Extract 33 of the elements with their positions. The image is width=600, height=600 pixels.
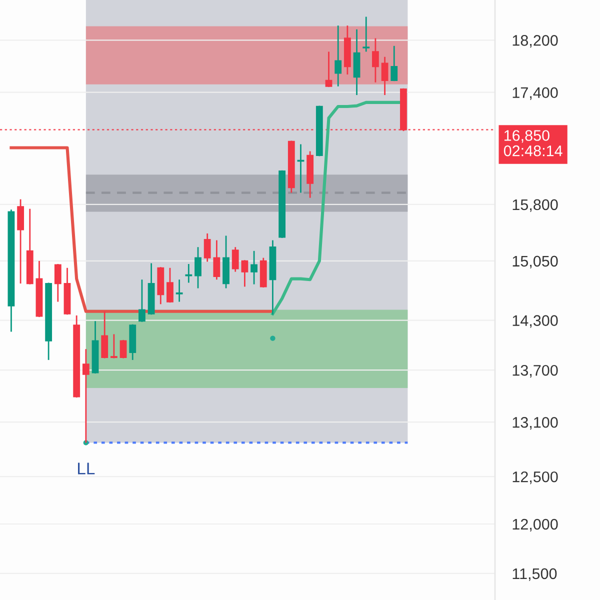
y-tick-label: 15,800	[512, 199, 558, 212]
y-tick-label: 17,400	[512, 87, 558, 100]
candlestick	[204, 232, 211, 262]
candlestick	[362, 16, 370, 52]
candlestick	[54, 263, 62, 302]
candlestick	[232, 246, 239, 272]
candlestick	[325, 51, 332, 88]
y-tick-label: 14,300	[512, 315, 558, 328]
candlestick	[120, 339, 127, 359]
y-tick-label: 15,050	[512, 256, 558, 268]
candlestick	[166, 267, 174, 304]
candlestick	[110, 333, 118, 359]
candlestick	[241, 259, 248, 288]
candlestick	[101, 310, 108, 359]
y-tick-label: 12,500	[512, 471, 558, 484]
y-tick-label: 13,100	[512, 416, 558, 430]
y-tick-label: 11,500	[512, 568, 557, 581]
y-tick-label: 12,000	[512, 518, 558, 532]
candlestick	[138, 278, 146, 323]
candlestick	[194, 246, 202, 289]
y-tick-label: 18,200	[512, 35, 558, 48]
y-tick-label: 13,700	[512, 364, 558, 378]
candlestick	[213, 240, 220, 280]
candlestick	[82, 348, 90, 444]
candlestick	[334, 24, 342, 88]
candlestick	[390, 45, 398, 82]
candlestick	[250, 250, 258, 285]
candlestick	[372, 38, 379, 84]
candlestick	[176, 278, 183, 302]
annotation: LL	[78, 462, 95, 474]
candlestick	[381, 56, 388, 96]
ref-line-label: 16,850 02:48:14	[504, 130, 562, 156]
candlestick	[17, 198, 24, 284]
